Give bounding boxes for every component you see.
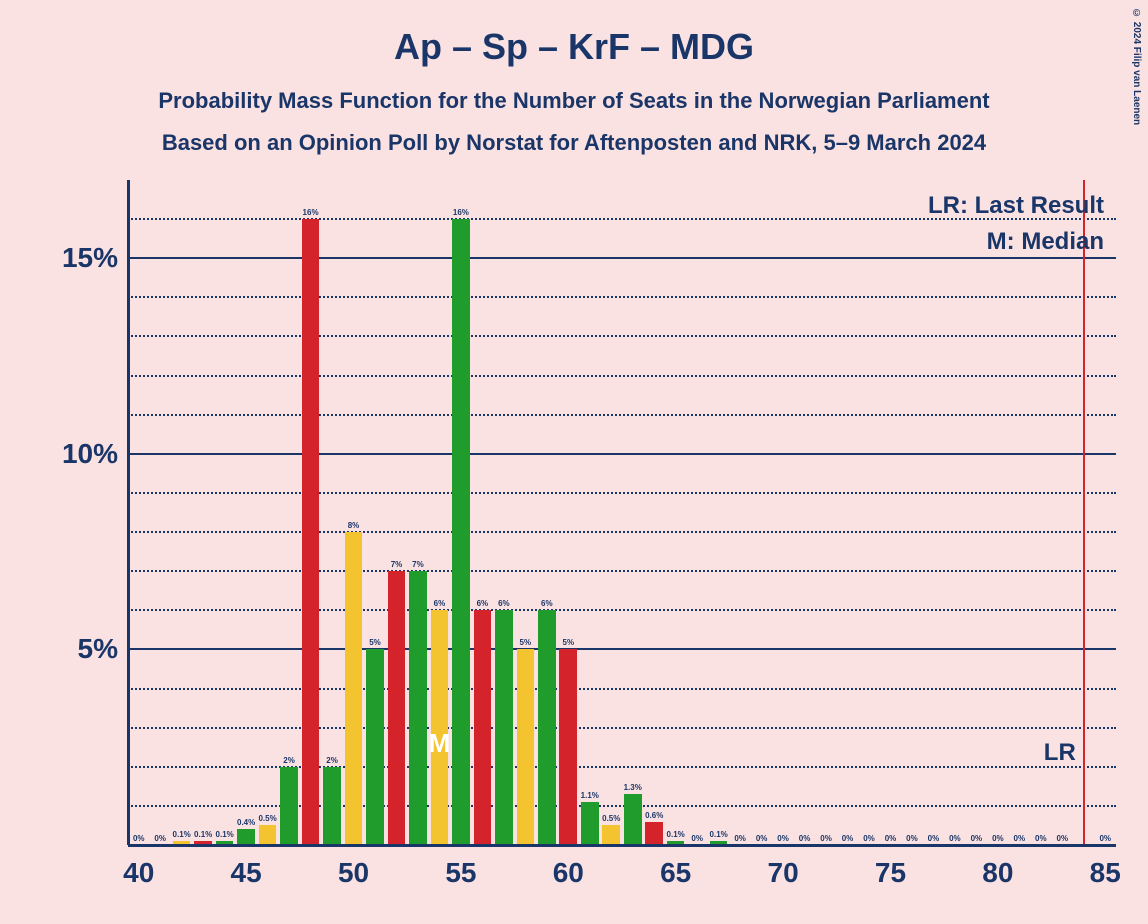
bar: 16% (302, 219, 320, 845)
bar-value-label: 0.4% (237, 818, 255, 829)
x-axis-tick-label: 55 (445, 845, 476, 889)
bar: 0.4% (237, 829, 255, 845)
x-axis-tick-label: 45 (231, 845, 262, 889)
bar-value-label: 2% (283, 756, 295, 767)
bar-value-label: 8% (348, 521, 360, 532)
median-marker: M (429, 728, 451, 759)
grid-line-minor (128, 688, 1116, 690)
bar: 6% (538, 610, 556, 845)
x-axis-tick-label: 65 (660, 845, 691, 889)
grid-line-minor (128, 766, 1116, 768)
x-axis-tick-label: 60 (553, 845, 584, 889)
x-axis-tick-label: 85 (1090, 845, 1121, 889)
grid-line-minor (128, 727, 1116, 729)
grid-line-minor (128, 375, 1116, 377)
x-axis (128, 844, 1116, 847)
grid-line-major (128, 648, 1116, 650)
bar-value-label: 0.5% (258, 814, 276, 825)
chart-title: Ap – Sp – KrF – MDG (0, 0, 1148, 68)
x-axis-tick-label: 40 (123, 845, 154, 889)
last-result-label: LR (1044, 739, 1076, 767)
bar-value-label: 16% (303, 208, 319, 219)
last-result-line (1083, 180, 1085, 845)
grid-line-major (128, 453, 1116, 455)
y-axis-tick-label: 10% (62, 438, 128, 470)
copyright-text: © 2024 Filip van Laenen (1131, 8, 1142, 125)
bar: 5% (366, 649, 384, 845)
y-axis (127, 180, 130, 845)
bar: 7% (409, 571, 427, 845)
bar-value-label: 0.5% (602, 814, 620, 825)
bar-value-label: 1.3% (624, 783, 642, 794)
grid-line-major (128, 257, 1116, 259)
grid-line-minor (128, 805, 1116, 807)
bar: 16% (452, 219, 470, 845)
bar: 6% (474, 610, 492, 845)
bar-value-label: 2% (326, 756, 338, 767)
bar: 1.3% (624, 794, 642, 845)
bar: 2% (280, 767, 298, 845)
bar: 0.5% (602, 825, 620, 845)
bar-value-label: 16% (453, 208, 469, 219)
grid-line-minor (128, 492, 1116, 494)
x-axis-tick-label: 75 (875, 845, 906, 889)
bar-value-label: 0.1% (667, 830, 685, 841)
bar-value-label: 0.1% (194, 830, 212, 841)
x-axis-tick-label: 80 (982, 845, 1013, 889)
chart-plot-area: 5%10%15%404550556065707580850%0%0.1%0.1%… (128, 180, 1116, 845)
chart-subtitle-1: Probability Mass Function for the Number… (0, 68, 1148, 114)
bar: 5% (517, 649, 535, 845)
bar-value-label: 6% (498, 599, 510, 610)
bar: 1.1% (581, 802, 599, 845)
x-axis-tick-label: 50 (338, 845, 369, 889)
bar-value-label: 0.1% (173, 830, 191, 841)
x-axis-tick-label: 70 (768, 845, 799, 889)
bar-value-label: 5% (520, 638, 532, 649)
y-axis-tick-label: 5% (78, 633, 128, 665)
y-axis-tick-label: 15% (62, 242, 128, 274)
bar: 0.5% (259, 825, 277, 845)
chart-subtitle-2: Based on an Opinion Poll by Norstat for … (0, 114, 1148, 156)
grid-line-minor (128, 570, 1116, 572)
grid-line-minor (128, 414, 1116, 416)
bar-value-label: 1.1% (581, 791, 599, 802)
bar-value-label: 0.1% (710, 830, 728, 841)
bar: 6% (495, 610, 513, 845)
grid-line-minor (128, 609, 1116, 611)
legend-median: M: Median (987, 228, 1104, 256)
bar: 0.6% (645, 822, 663, 845)
grid-line-minor (128, 531, 1116, 533)
bar-value-label: 0.6% (645, 811, 663, 822)
bar-value-label: 6% (477, 599, 489, 610)
bar-value-label: 0.1% (216, 830, 234, 841)
legend-last-result: LR: Last Result (928, 192, 1104, 220)
bar-value-label: 7% (412, 560, 424, 571)
bar-value-label: 7% (391, 560, 403, 571)
bar-value-label: 6% (434, 599, 446, 610)
grid-line-minor (128, 296, 1116, 298)
grid-line-minor (128, 335, 1116, 337)
bar-value-label: 5% (369, 638, 381, 649)
bar: 8% (345, 532, 363, 845)
bar: 7% (388, 571, 406, 845)
bar-value-label: 6% (541, 599, 553, 610)
bar: 5% (559, 649, 577, 845)
bar-value-label: 5% (563, 638, 575, 649)
bar: 2% (323, 767, 341, 845)
